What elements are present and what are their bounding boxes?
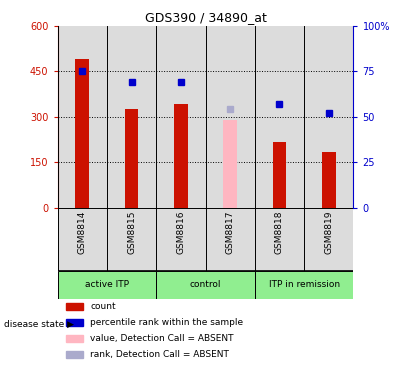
Text: GSM8816: GSM8816: [176, 211, 185, 254]
Bar: [67, 351, 83, 358]
Text: GSM8815: GSM8815: [127, 211, 136, 254]
Text: GSM8818: GSM8818: [275, 211, 284, 254]
Bar: [322, 152, 336, 208]
Bar: [272, 142, 286, 208]
Bar: [304, 26, 353, 208]
Bar: [174, 104, 188, 208]
Bar: [58, 271, 156, 299]
Bar: [58, 26, 107, 208]
Text: count: count: [90, 302, 116, 311]
Bar: [107, 26, 156, 208]
Text: percentile rank within the sample: percentile rank within the sample: [90, 318, 243, 327]
Bar: [67, 319, 83, 326]
Bar: [156, 271, 255, 299]
Text: ITP in remission: ITP in remission: [268, 280, 340, 290]
Text: rank, Detection Call = ABSENT: rank, Detection Call = ABSENT: [90, 350, 229, 359]
Bar: [156, 26, 206, 208]
Text: GSM8817: GSM8817: [226, 211, 235, 254]
Text: active ITP: active ITP: [85, 280, 129, 290]
Bar: [255, 271, 353, 299]
Text: disease state ▶: disease state ▶: [4, 320, 74, 328]
Bar: [223, 120, 237, 208]
Bar: [75, 59, 89, 208]
Bar: [67, 303, 83, 310]
Text: value, Detection Call = ABSENT: value, Detection Call = ABSENT: [90, 334, 233, 343]
Text: GSM8819: GSM8819: [324, 211, 333, 254]
Title: GDS390 / 34890_at: GDS390 / 34890_at: [145, 11, 266, 25]
Text: GSM8814: GSM8814: [78, 211, 87, 254]
Bar: [206, 26, 255, 208]
Bar: [67, 335, 83, 342]
Text: control: control: [190, 280, 221, 290]
Bar: [125, 109, 139, 208]
Bar: [255, 26, 304, 208]
